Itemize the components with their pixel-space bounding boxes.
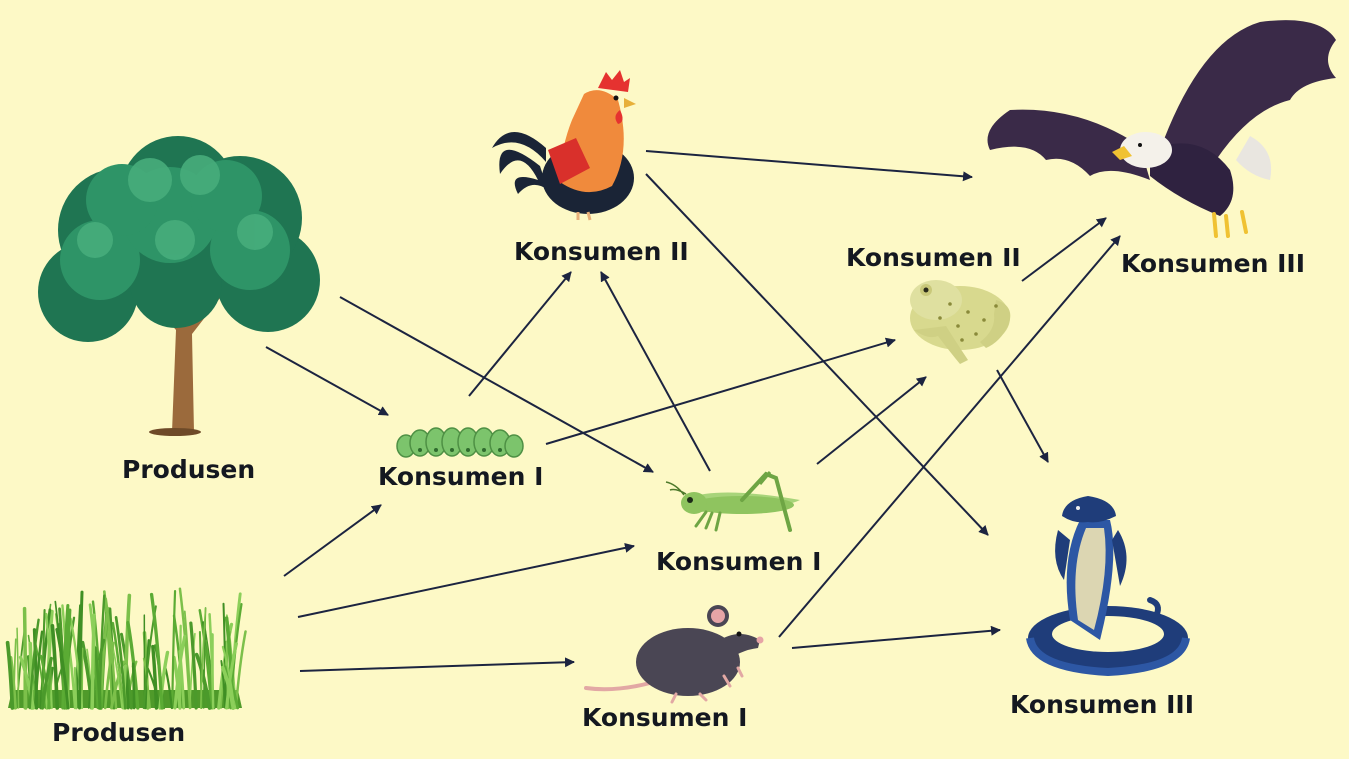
grass-blade bbox=[220, 665, 236, 710]
arrow-frog-to-snake bbox=[996, 369, 1049, 463]
frog-icon bbox=[910, 280, 1011, 364]
grass-blade bbox=[78, 590, 84, 710]
arrow-tree-to-grasshopper bbox=[339, 296, 654, 473]
arrow-mouse-to-snake bbox=[791, 625, 1001, 649]
grass-blade bbox=[18, 655, 35, 710]
grass-blade bbox=[151, 644, 159, 710]
arrow-grass-to-grasshopper bbox=[297, 542, 635, 618]
label-eagle: Konsumen III bbox=[1121, 249, 1305, 278]
arrow-caterpillar-to-frog bbox=[545, 337, 896, 445]
mouse-icon bbox=[584, 605, 764, 704]
grass-blade bbox=[50, 623, 60, 710]
label-mouse: Konsumen I bbox=[582, 703, 748, 732]
grass-blade bbox=[16, 627, 20, 709]
grass-blade bbox=[61, 604, 70, 710]
grass-blade bbox=[55, 627, 70, 710]
grass-blade bbox=[93, 646, 102, 710]
arrow-mouse-to-eagle bbox=[778, 235, 1121, 638]
grass-blade bbox=[225, 642, 238, 710]
grass-blade bbox=[40, 656, 53, 710]
grass-blade bbox=[104, 597, 118, 710]
grass-blade bbox=[178, 587, 192, 710]
snake-icon bbox=[1026, 496, 1190, 677]
grass-blade bbox=[114, 616, 127, 710]
grass-blade bbox=[131, 662, 136, 710]
label-rooster: Konsumen II bbox=[514, 237, 689, 266]
grass-blade bbox=[73, 666, 78, 710]
arrow-rooster-to-snake bbox=[645, 173, 989, 536]
grass-blade bbox=[34, 630, 44, 710]
grass-blade bbox=[149, 592, 164, 710]
arrow-grass-to-mouse bbox=[299, 657, 575, 672]
arrows-group bbox=[265, 150, 1121, 672]
grass-blade bbox=[142, 657, 151, 709]
grass-blade bbox=[189, 621, 198, 710]
grasshopper-icon bbox=[665, 471, 800, 532]
grass-blade bbox=[173, 634, 187, 710]
label-grasshopper: Konsumen I bbox=[656, 547, 822, 576]
grass-blade bbox=[171, 589, 177, 710]
label-caterpillar: Konsumen I bbox=[378, 462, 544, 491]
label-frog: Konsumen II bbox=[846, 243, 1021, 272]
caterpillar-icon bbox=[396, 427, 524, 458]
arrow-grass-to-caterpillar bbox=[283, 504, 382, 577]
arrow-rooster-to-eagle bbox=[645, 150, 973, 182]
grass-blade bbox=[220, 659, 227, 709]
arrow-grasshopper-to-frog bbox=[816, 376, 927, 465]
arrow-grasshopper-to-rooster bbox=[600, 271, 711, 472]
grass-blade bbox=[221, 645, 236, 710]
label-tree: Produsen bbox=[122, 455, 256, 484]
grass-blade bbox=[45, 612, 53, 710]
arrow-tree-to-caterpillar bbox=[265, 346, 389, 416]
grass-blade bbox=[5, 640, 15, 710]
arrow-caterpillar-to-rooster bbox=[468, 271, 572, 397]
grass-blade bbox=[126, 620, 140, 710]
grass-blade bbox=[28, 618, 40, 710]
grass-icon bbox=[5, 587, 247, 710]
grass-blade bbox=[90, 613, 96, 710]
label-snake: Konsumen III bbox=[1010, 690, 1194, 719]
arrow-frog-to-eagle bbox=[1021, 217, 1107, 282]
tree-icon bbox=[38, 136, 320, 436]
eagle-icon bbox=[987, 20, 1336, 238]
grass-blade bbox=[199, 607, 207, 709]
rooster-icon bbox=[492, 70, 636, 221]
grass-blade bbox=[208, 612, 215, 710]
grass-blade bbox=[198, 609, 213, 710]
label-grass: Produsen bbox=[52, 718, 186, 747]
